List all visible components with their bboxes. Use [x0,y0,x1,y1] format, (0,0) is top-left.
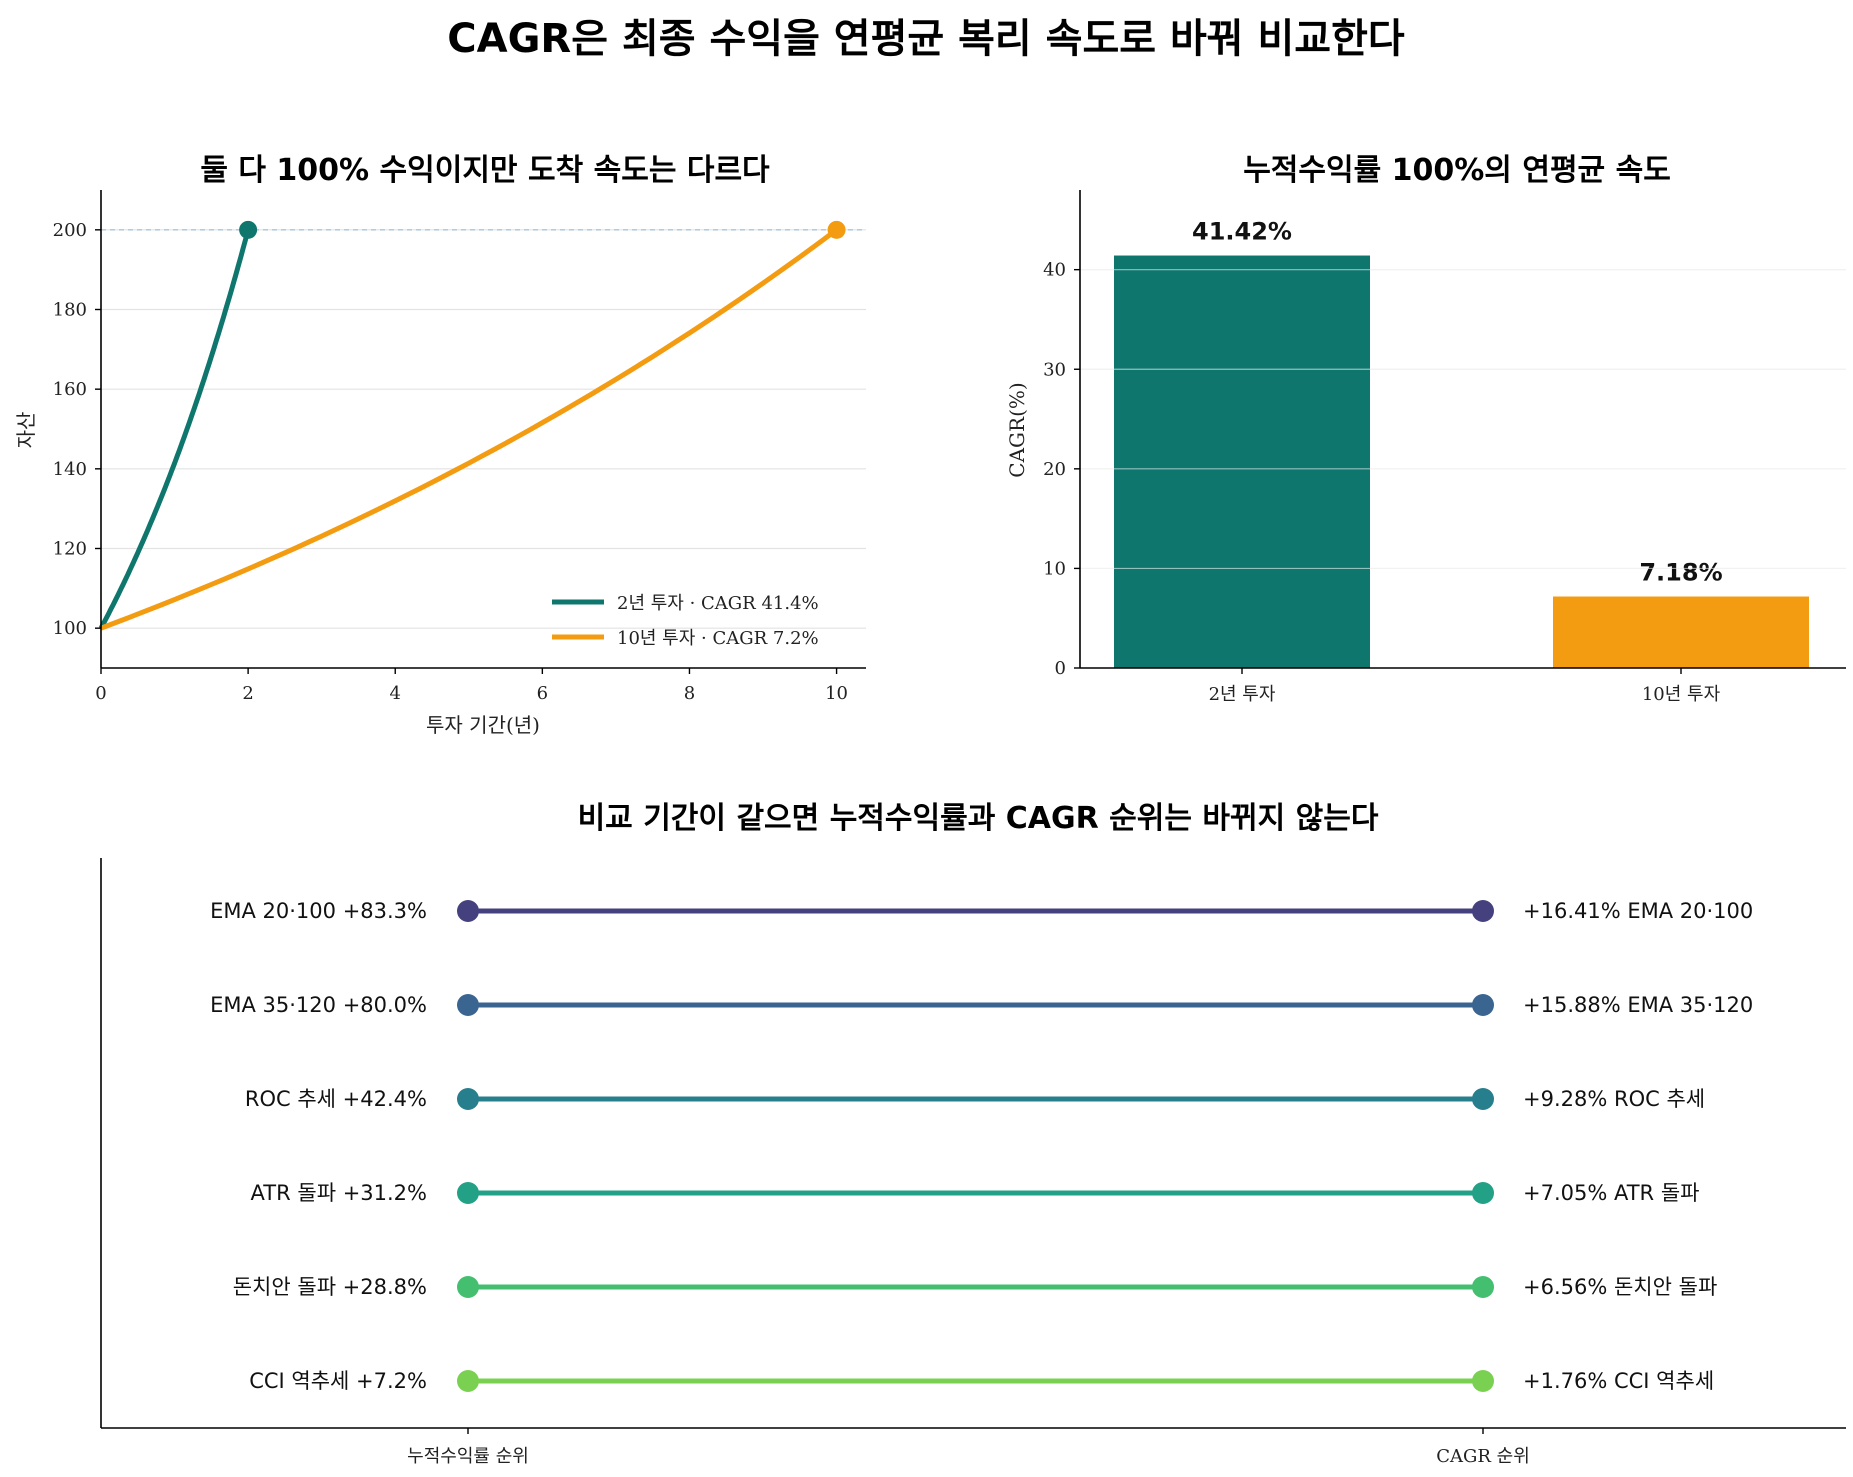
slope-chart-x-tick-label: CAGR 순위 [1436,1446,1530,1467]
bar-2y [1114,255,1370,669]
slope-left-label: ROC 추세 +42.4% [245,1087,427,1111]
line-chart-x-label: 투자 기간(년) [426,713,540,737]
slope-left-label: EMA 35·120 +80.0% [210,993,427,1017]
slope-chart-x-tick-label: 누적수익률 순위 [407,1446,529,1467]
legend-label-10y: 10년 투자 · CAGR 7.2% [617,628,819,649]
endpoint-marker-2y [239,220,258,239]
slope-right-label: +7.05% ATR 돌파 [1523,1181,1699,1205]
slope-right-label: +15.88% EMA 35·120 [1523,993,1753,1017]
bar-value-label: 41.42% [1192,218,1292,246]
slope-start-dot [457,1088,479,1110]
line-chart-y-tick-label: 180 [53,300,87,321]
slope-right-label: +1.76% CCI 역추세 [1523,1369,1714,1393]
slope-start-dot [457,900,479,922]
slope-left-label: ATR 돌파 +31.2% [251,1181,427,1205]
line-chart-x-tick-label: 4 [390,683,401,704]
bar-chart-y-tick-label: 40 [1043,260,1066,281]
slope-chart-panel: 비교 기간이 같으면 누적수익률과 CAGR 순위는 바뀌지 않는다 EMA 2… [100,801,1846,1467]
bar-chart-y-label: CAGR(%) [1005,382,1029,477]
slope-left-label: 돈치안 돌파 +28.8% [233,1275,427,1299]
bar-chart-category-label: 2년 투자 [1209,684,1276,705]
series-line-10y [100,227,839,631]
bar-chart-y-tick-label: 10 [1043,558,1066,579]
line-chart-panel: 둘 다 100% 수익이지만 도착 속도는 다르다 10012014016018… [14,153,866,737]
slope-chart-title: 비교 기간이 같으면 누적수익률과 CAGR 순위는 바뀌지 않는다 [578,801,1379,836]
slope-left-label: EMA 20·100 +83.3% [210,899,427,923]
slope-right-label: +9.28% ROC 추세 [1523,1087,1705,1111]
figure-title: CAGR은 최종 수익을 연평균 복리 속도로 바꿔 비교한다 [447,16,1405,62]
slope-start-dot [457,1370,479,1392]
slope-start-dot [457,994,479,1016]
line-chart-title: 둘 다 100% 수익이지만 도착 속도는 다르다 [200,153,770,188]
endpoint-marker-10y [827,220,846,239]
line-chart-y-tick-label: 140 [53,459,87,480]
line-chart-x-tick-label: 2 [242,683,253,704]
slope-end-dot [1472,994,1494,1016]
legend-label-2y: 2년 투자 · CAGR 41.4% [617,593,819,614]
slope-left-label: CCI 역추세 +7.2% [249,1369,427,1393]
line-chart-legend: 2년 투자 · CAGR 41.4% 10년 투자 · CAGR 7.2% [552,593,819,649]
bar-value-label: 7.18% [1639,558,1722,586]
line-chart-x-tick-label: 0 [95,683,106,704]
line-chart-x-tick-label: 8 [684,683,695,704]
line-chart-y-tick-label: 120 [53,539,87,560]
line-chart-x-tick-label: 10 [825,683,848,704]
line-chart-y-tick-label: 160 [53,379,87,400]
slope-start-dot [457,1182,479,1204]
bar-chart-category-label: 10년 투자 [1642,684,1721,705]
series-line-2y [98,229,251,630]
bar-chart-panel: 누적수익률 100%의 연평균 속도 41.42% 7.18% 0 10 20 30 40… [1005,153,1846,705]
bar-chart-y-tick-label: 0 [1055,658,1066,679]
slope-end-dot [1472,1370,1494,1392]
bar-chart-y-tick-label: 20 [1043,459,1066,480]
slope-end-dot [1472,900,1494,922]
slope-right-label: +6.56% 돈치안 돌파 [1523,1275,1717,1299]
bar-chart-y-tick-label: 30 [1043,359,1066,380]
slope-right-label: +16.41% EMA 20·100 [1523,899,1753,923]
slope-end-dot [1472,1276,1494,1298]
bar-10y [1553,596,1809,668]
slope-end-dot [1472,1182,1494,1204]
line-chart-y-tick-label: 100 [53,618,87,639]
slope-start-dot [457,1276,479,1298]
bar-chart-title: 누적수익률 100%의 연평균 속도 [1243,153,1671,188]
line-chart-y-label: 자산 [14,412,38,449]
line-chart-y-tick-label: 200 [53,220,87,241]
slope-end-dot [1472,1088,1494,1110]
line-chart-x-tick-label: 6 [537,683,548,704]
